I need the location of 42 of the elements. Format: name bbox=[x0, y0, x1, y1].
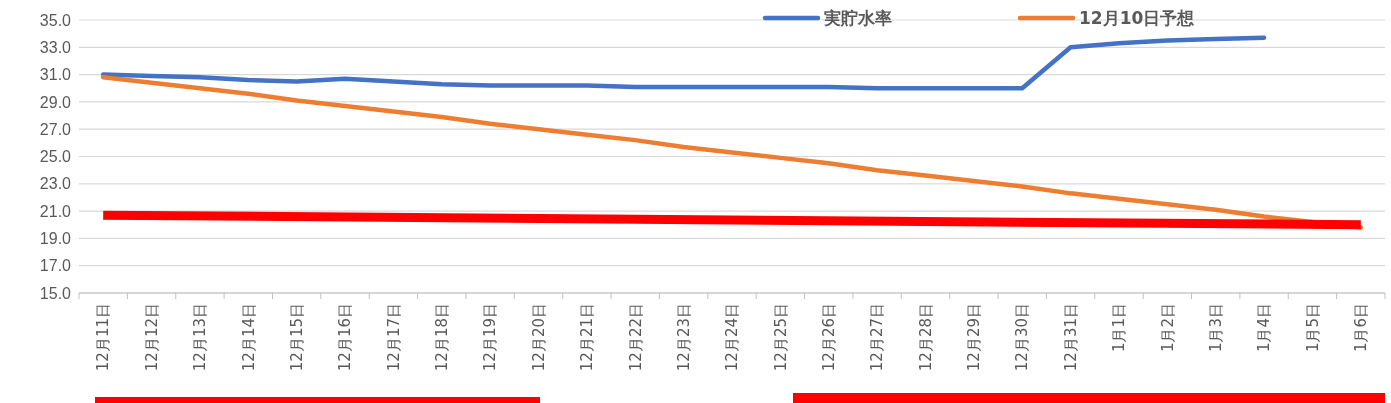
x-tick-label: 12月11日 bbox=[94, 303, 113, 372]
x-tick-label: 1月1日 bbox=[1110, 303, 1129, 353]
line-series bbox=[100, 35, 1267, 91]
x-tick-label: 12月17日 bbox=[384, 303, 403, 372]
x-tick-label: 12月28日 bbox=[916, 303, 935, 372]
y-tick-label: 25.0 bbox=[39, 148, 72, 166]
x-tick-label: 1月5日 bbox=[1303, 303, 1322, 353]
y-tick-label: 27.0 bbox=[39, 120, 72, 138]
x-tick-label: 12月29日 bbox=[965, 303, 984, 372]
x-tick-label: 12月14日 bbox=[239, 303, 258, 372]
x-tick-label: 12月31日 bbox=[1061, 303, 1080, 372]
x-tick-label: 12月27日 bbox=[868, 303, 887, 372]
x-tick-label: 1月2日 bbox=[1158, 303, 1177, 353]
y-tick-label: 23.0 bbox=[39, 175, 72, 193]
x-tick-label: 12月12日 bbox=[142, 303, 161, 372]
x-tick-label: 12月19日 bbox=[481, 303, 500, 372]
x-tick-label: 12月15日 bbox=[287, 303, 306, 372]
x-tick-label: 12月24日 bbox=[723, 303, 742, 372]
x-tick-label: 1月3日 bbox=[1206, 303, 1225, 353]
legend-label: 12月10日予想 bbox=[1079, 7, 1196, 28]
x-tick-label: 12月21日 bbox=[578, 303, 597, 372]
line-series bbox=[100, 75, 1364, 230]
x-tick-label: 12月30日 bbox=[1013, 303, 1032, 372]
x-tick-label: 12月16日 bbox=[336, 303, 355, 372]
x-tick-label: 12月13日 bbox=[191, 303, 210, 372]
y-tick-label: 21.0 bbox=[39, 202, 72, 220]
x-tick-label: 12月20日 bbox=[529, 303, 548, 372]
y-tick-label: 29.0 bbox=[39, 93, 72, 111]
y-tick-label: 33.0 bbox=[39, 38, 72, 56]
x-tick-label: 12月18日 bbox=[433, 303, 452, 372]
x-tick-label: 1月6日 bbox=[1352, 303, 1371, 353]
y-tick-label: 19.0 bbox=[39, 230, 72, 247]
y-tick-label: 15.0 bbox=[39, 284, 72, 302]
x-tick-label: 12月23日 bbox=[674, 303, 693, 372]
x-tick-label: 12月22日 bbox=[626, 303, 645, 372]
x-tick-label: 12月25日 bbox=[771, 303, 790, 372]
legend-label: 実貯水率 bbox=[823, 7, 892, 28]
y-tick-label: 35.0 bbox=[39, 11, 72, 29]
y-tick-label: 31.0 bbox=[39, 66, 72, 84]
y-tick-label: 17.0 bbox=[39, 257, 72, 275]
x-tick-label: 12月26日 bbox=[819, 303, 838, 372]
x-tick-label: 1月4日 bbox=[1255, 303, 1274, 353]
